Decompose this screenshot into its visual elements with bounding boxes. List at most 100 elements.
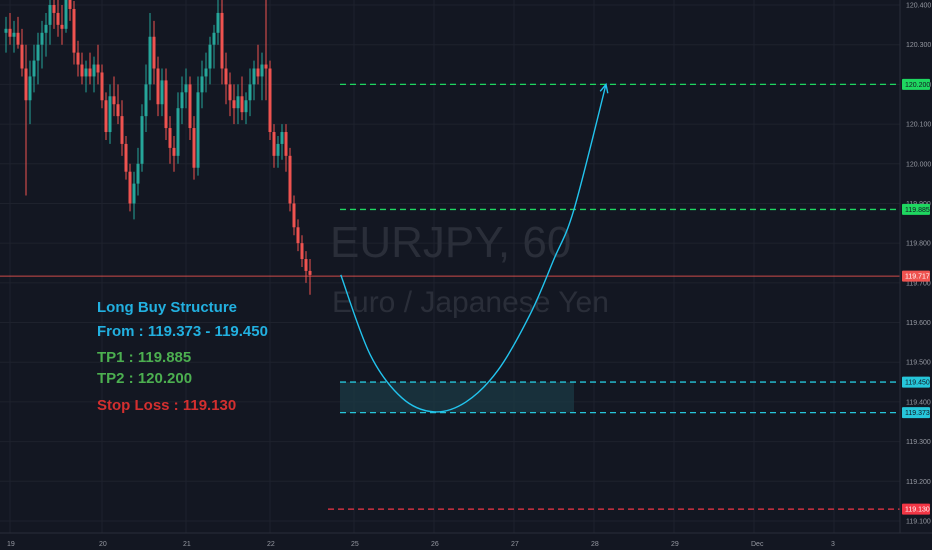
candle-body [48,5,52,25]
price-badge-label: 120.200 [905,82,930,89]
price-levels [0,83,900,510]
grid [0,0,900,533]
candle-body [76,52,80,65]
x-tick-label: 27 [511,541,519,548]
projection-path [340,84,607,413]
candle-body [124,143,128,172]
buy-zone [340,382,574,413]
candle-body [116,104,120,117]
candle-body [252,68,256,85]
annotation-range: From : 119.373 - 119.450 [97,323,268,340]
candle-body [264,64,268,69]
annotation-tp2: TP2 : 120.200 [97,370,192,387]
y-tick-label: 119.600 [906,320,931,327]
candle-body [188,84,192,129]
y-tick-label: 119.400 [906,399,931,406]
candles [4,0,312,295]
y-tick-label: 119.200 [906,479,931,486]
price-badge-label: 119.130 [905,507,930,514]
candle-body [104,100,108,133]
candle-body [72,8,76,53]
candle-body [92,64,96,77]
candle-body [308,270,312,275]
candle-body [148,36,152,85]
candle-body [52,5,56,13]
candle-body [168,128,172,148]
y-tick-label: 119.100 [906,519,931,526]
x-tick-label: 29 [671,541,679,548]
candle-body [244,100,248,113]
candle-body [4,28,8,33]
time-axis[interactable]: 19 20 21 22 25 26 27 28 29 Dec 3 [0,532,932,550]
candle-body [200,76,204,93]
candle-body [288,155,292,204]
price-badge [902,270,930,282]
watermark-description: Euro / Japanese Yen [332,286,609,319]
projection-arrowhead [599,82,609,94]
candle-body [208,44,212,69]
candle-body [88,68,92,77]
candle-body [32,60,36,77]
candle-body [144,84,148,117]
candle-body [100,72,104,101]
candle-body [84,68,88,77]
candle-body [36,44,40,61]
annotation-tp1: TP1 : 119.885 [97,349,191,366]
candle-body [24,68,28,101]
candle-body [108,96,112,133]
x-tick-label: 22 [267,541,275,548]
candle-body [260,64,264,77]
candle-body [112,96,116,105]
candle-body [300,243,304,260]
candle-body [16,32,20,45]
x-tick-label: 26 [431,541,439,548]
candle-body [236,96,240,109]
y-tick-label: 120.000 [906,161,931,168]
annotation-stop-loss: Stop Loss : 119.130 [97,397,236,414]
price-badge [902,203,930,215]
candle-body [132,183,136,204]
price-badge [902,376,930,388]
candle-body [180,92,184,109]
y-tick-label: 119.300 [906,439,931,446]
candle-body [268,68,272,133]
candle-body [256,68,260,77]
x-tick-label: 20 [99,541,107,548]
x-tick-label: 19 [7,541,15,548]
candle-body [296,227,300,244]
candle-body [128,171,132,204]
candle-body [248,84,252,101]
candle-body [68,0,72,9]
price-badge-label: 119.717 [905,274,930,281]
candle-body [220,12,224,69]
x-tick-label: 3 [831,541,835,548]
candle-body [8,28,12,37]
candle-body [136,163,140,184]
y-tick-label: 119.700 [906,280,931,287]
candle-body [276,143,280,156]
candle-body [196,92,200,168]
x-tick-label: 25 [351,541,359,548]
price-badge-label: 119.885 [905,207,930,214]
price-badge-label: 119.450 [905,380,930,387]
x-tick-label: Dec [751,541,764,548]
annotation-title: Long Buy Structure [97,299,237,316]
candle-body [56,12,60,25]
y-tick-label: 119.800 [906,241,931,248]
time-axis-background [0,533,932,550]
candle-body [172,147,176,156]
candle-body [240,96,244,113]
candle-body [224,68,228,85]
candle-body [28,76,32,101]
y-tick-label: 120.400 [906,3,931,10]
y-tick-label: 120.100 [906,122,931,129]
x-tick-label: 28 [591,541,599,548]
price-badge [902,503,930,515]
price-badge [902,407,930,419]
candle-body [216,12,220,33]
y-tick-label: 120.300 [906,42,931,49]
watermark-symbol: EURJPY, 60 [330,218,571,267]
candle-body [12,32,16,37]
